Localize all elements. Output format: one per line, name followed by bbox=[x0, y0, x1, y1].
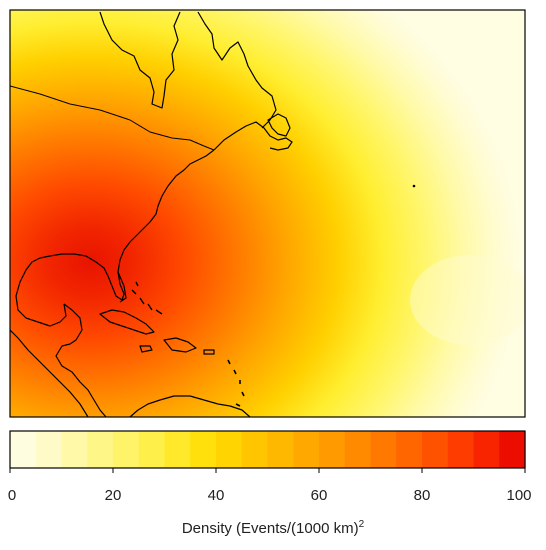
colorbar-bin bbox=[293, 431, 320, 468]
islands-bahamas bbox=[131, 281, 163, 315]
legend-title: Density (Events/(1000 km)2 bbox=[0, 519, 546, 537]
coast-south-america bbox=[129, 395, 251, 417]
density-tail bbox=[410, 255, 525, 345]
colorbar-bin bbox=[35, 431, 63, 468]
colorbar-bin bbox=[164, 431, 191, 468]
colorbar-bin bbox=[396, 431, 423, 468]
coast-newfoundland bbox=[267, 113, 291, 137]
coast-labrador bbox=[197, 11, 277, 129]
colorbar-bin bbox=[370, 431, 397, 468]
colorbar-bin bbox=[499, 431, 526, 468]
tick-label: 0 bbox=[7, 487, 17, 504]
island-bermuda bbox=[412, 184, 416, 188]
colorbar-bin bbox=[473, 431, 500, 468]
colorbar-bin bbox=[10, 431, 37, 468]
tick-label: 60 bbox=[310, 487, 328, 504]
colorbar-bin bbox=[113, 431, 140, 468]
colorbar-bin bbox=[216, 431, 243, 468]
border-us-canada bbox=[10, 85, 215, 151]
colorbar-bin bbox=[138, 431, 166, 468]
coast-hudson-bay bbox=[99, 11, 181, 109]
legend-title-superscript: 2 bbox=[358, 519, 365, 530]
coast-st-lawrence bbox=[213, 121, 293, 151]
coast-central-america-pacific bbox=[10, 329, 89, 417]
legend-colorbar bbox=[9, 431, 526, 473]
colorbar-bin bbox=[422, 431, 449, 468]
density-field bbox=[10, 10, 525, 417]
colorbar-bin bbox=[267, 431, 294, 468]
colorbar-bin bbox=[447, 431, 475, 468]
colorbar-bin bbox=[344, 431, 372, 468]
colorbar-bin bbox=[190, 431, 217, 468]
coast-florida bbox=[117, 271, 127, 303]
colorbar-bin bbox=[87, 431, 114, 468]
island-jamaica bbox=[139, 345, 153, 353]
colorbar-frame bbox=[9, 430, 526, 469]
tick-label: 100 bbox=[506, 487, 532, 504]
legend-title-text: Density (Events/(1000 km) bbox=[181, 520, 359, 537]
island-puerto-rico bbox=[203, 349, 215, 355]
island-cuba bbox=[99, 309, 155, 335]
tick-label: 20 bbox=[104, 487, 122, 504]
map-frame bbox=[9, 9, 526, 418]
density-gradient bbox=[10, 10, 525, 417]
coast-us-east bbox=[15, 149, 215, 327]
coastlines bbox=[10, 11, 416, 417]
coast-yucatan bbox=[55, 303, 107, 417]
colorbar-bin bbox=[61, 431, 88, 468]
colorbar-bin bbox=[319, 431, 346, 468]
islands-lesser-antilles bbox=[227, 359, 245, 407]
island-hispaniola bbox=[163, 337, 197, 353]
tick-label: 80 bbox=[413, 487, 431, 504]
tick-label: 40 bbox=[207, 487, 225, 504]
colorbar-bin bbox=[241, 431, 269, 468]
